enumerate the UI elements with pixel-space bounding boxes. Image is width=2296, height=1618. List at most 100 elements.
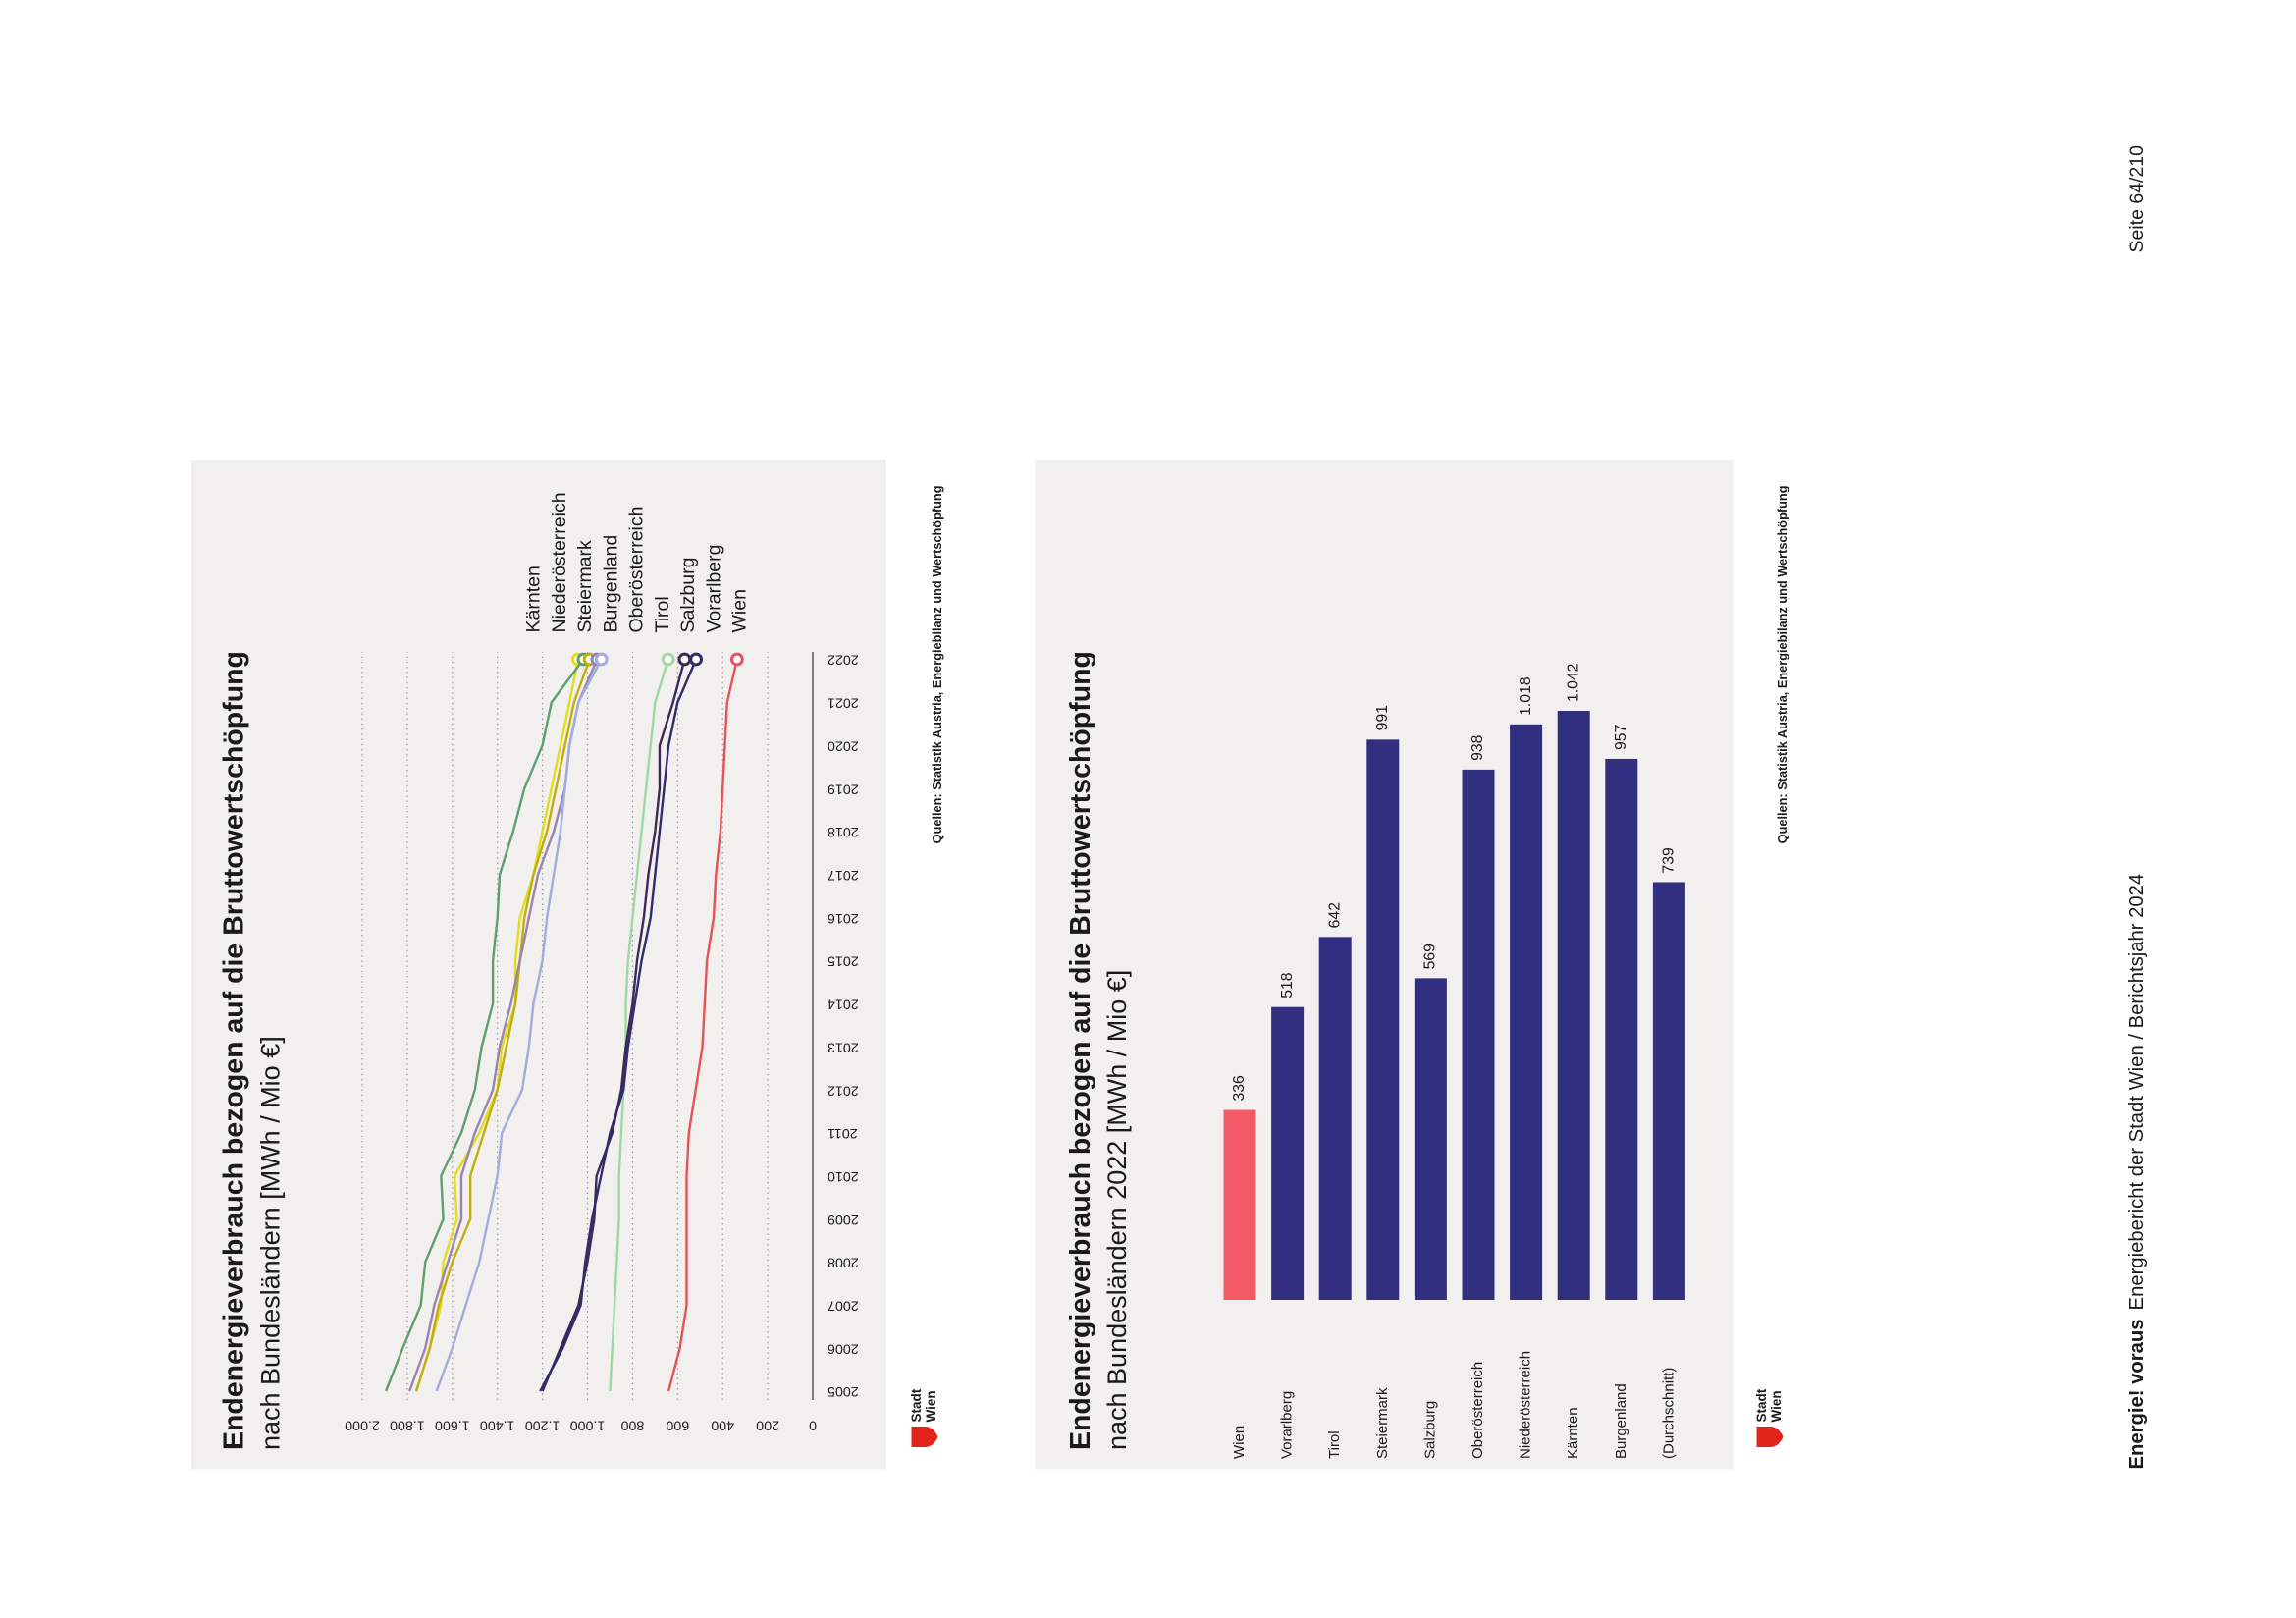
y-tick-label: 1.200 [525,1418,561,1433]
legend-label: Steiermark [574,540,596,633]
x-tick-label: 2008 [828,1255,859,1270]
series-line [541,659,686,1392]
x-tick-label: 2021 [828,695,859,711]
chart-title: Endenergieverbrauch bezogen auf die Brut… [1065,651,1096,1450]
category-label: Kärnten [1565,1407,1581,1459]
y-tick-label: 1.800 [390,1418,425,1433]
legend-label: Kärnten [523,566,545,632]
category-label: Tirol [1326,1430,1343,1459]
x-tick-label: 2012 [828,1082,859,1098]
value-label: 642 [1326,902,1343,928]
x-tick-label: 2014 [828,997,859,1012]
panel [191,460,886,1470]
value-label: 739 [1661,847,1678,874]
x-tick-label: 2016 [828,910,859,926]
bar [1510,724,1543,1300]
bar [1652,882,1685,1300]
x-tick-label: 2018 [828,824,859,839]
category-label: Wien [1231,1426,1248,1459]
bar [1414,978,1447,1300]
value-label: 336 [1231,1075,1248,1102]
end-point [677,652,692,667]
source: Quellen: Statistik Austria, Energiebilan… [1775,485,1789,843]
end-point [661,652,675,667]
bar [1557,711,1590,1300]
bar [1605,758,1638,1300]
value-label: 957 [1613,725,1629,750]
series-line [609,659,669,1392]
y-tick-label: 600 [666,1418,689,1433]
category-label: (Durchschnitt) [1660,1368,1677,1459]
legend-label: Wien [729,589,751,632]
value-label: 938 [1469,734,1486,761]
category-label: Salzburg [1421,1401,1438,1459]
x-tick-label: 2010 [828,1168,859,1184]
series-line [435,658,603,1392]
rotated-page: Endenergieverbrauch bezogen auf die Brut… [191,145,2148,1470]
y-tick-label: 0 [809,1418,817,1433]
logo-text: Wien [1769,1390,1784,1422]
x-tick-label: 2022 [828,652,859,668]
legend-label: Tirol [652,596,673,632]
category-label: Niederösterreich [1518,1351,1534,1459]
y-tick-label: 800 [620,1418,644,1433]
logo-shield [911,1427,938,1447]
legend-label: Burgenland [600,535,621,633]
logo-text: Wien [924,1390,938,1422]
series-line [539,659,698,1392]
chart-title: Endenergieverbrauch bezogen auf die Brut… [219,651,250,1450]
x-tick-label: 2011 [828,1125,858,1141]
legend-label: Niederösterreich [549,492,570,632]
end-point [594,652,609,667]
y-tick-label: 200 [756,1418,779,1433]
chart-subtitle: nach Bundesländern 2022 [MWh / Mio €] [1102,970,1132,1450]
value-label: 1.042 [1565,664,1581,702]
category-label: Steiermark [1374,1387,1391,1459]
page-number: Seite 64/210 [2126,145,2148,253]
x-tick-label: 2009 [828,1212,859,1227]
value-label: 1.018 [1518,676,1534,716]
series-line [384,658,585,1392]
series-line [414,659,591,1392]
y-tick-label: 1.400 [480,1418,515,1433]
bar [1318,937,1352,1300]
chart-subtitle: nach Bundesländern [MWh / Mio €] [256,1036,286,1450]
y-tick-label: 1.000 [570,1418,606,1433]
x-tick-label: 2015 [828,953,859,969]
category-label: Oberösterreich [1469,1362,1486,1459]
x-tick-label: 2019 [828,781,859,796]
bar [1223,1109,1256,1300]
x-tick-label: 2017 [828,867,859,883]
series-line [414,659,580,1392]
y-tick-label: 2.000 [345,1418,380,1433]
category-label: Burgenland [1613,1383,1629,1459]
footer-text: Energiebericht der Stadt Wien / Berichts… [2126,874,2148,1311]
x-tick-label: 2013 [828,1039,859,1054]
logo-text: Stadt [1754,1388,1769,1422]
x-tick-label: 2005 [828,1383,859,1399]
logo: Stadt Wien [909,1388,938,1447]
legend-label: Salzburg [677,558,699,633]
legend-label: Vorarlberg [703,545,724,633]
logo-text: Stadt [909,1388,924,1422]
bar [1271,1006,1305,1300]
legend-label: Oberösterreich [626,507,648,633]
category-label: Vorarlberg [1279,1391,1296,1459]
x-tick-label: 2006 [828,1340,859,1356]
source: Quellen: Statistik Austria, Energiebilan… [930,485,944,843]
series-line [667,659,739,1392]
logo: Stadt Wien [1754,1388,1784,1447]
y-tick-label: 400 [711,1418,734,1433]
end-point [729,652,744,667]
bar [1462,769,1495,1300]
x-tick-label: 2007 [828,1298,859,1314]
footer-brand: Energie! voraus [2126,1319,2148,1469]
logo-shield [1756,1427,1784,1447]
x-tick-label: 2020 [828,737,859,753]
value-label: 991 [1374,705,1391,730]
footer: Energie! voraus Energiebericht der Stadt … [2126,874,2148,1470]
bar [1366,739,1400,1300]
value-label: 569 [1422,944,1439,970]
value-label: 518 [1279,972,1296,998]
